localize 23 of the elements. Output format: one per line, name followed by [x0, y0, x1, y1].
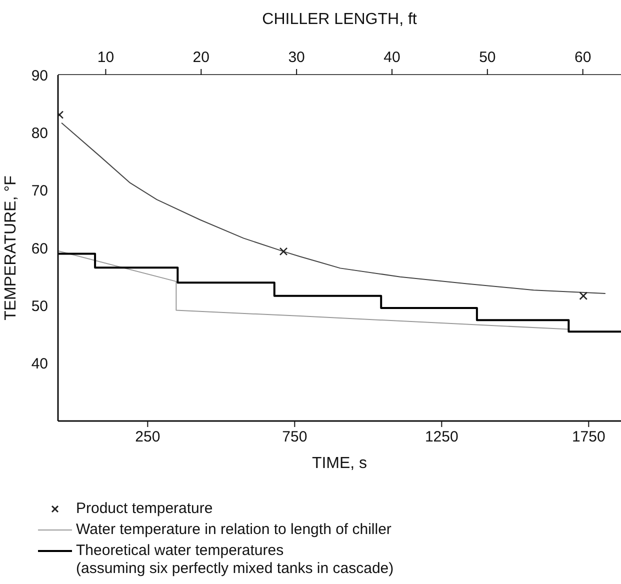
- y-axis-title: TEMPERATURE, °F: [2, 175, 20, 320]
- x-tick-label: 750: [282, 428, 308, 446]
- x2-tick-label: 20: [192, 49, 210, 66]
- x-tick-label: 1250: [424, 428, 458, 446]
- legend-label: Water temperature in relation to length of chiller: [76, 521, 392, 539]
- legend-label: Theoretical water temperatures (assuming six perfectly mixed tanks in cascade): [76, 542, 394, 578]
- x-tick-label: 250: [135, 428, 160, 446]
- y-tick-label: 90: [31, 67, 48, 84]
- x2-tick-label: 10: [97, 49, 114, 66]
- y-tick-label: 40: [31, 356, 48, 373]
- x2-tick-label: 40: [384, 49, 400, 66]
- y-tick-label: 70: [31, 182, 48, 200]
- x2-tick-label: 60: [574, 49, 592, 66]
- x-axis-title: TIME, s: [312, 455, 368, 472]
- legend-label: Product temperature: [76, 500, 213, 518]
- x-tick-label: 1750: [572, 428, 606, 446]
- y-tick-label: 50: [31, 298, 48, 315]
- line-series: [61, 122, 606, 294]
- x2-tick-label: 50: [479, 49, 496, 66]
- y-tick-label: 60: [31, 240, 48, 258]
- x2-axis-title: CHILLER LENGTH, ft: [262, 11, 418, 28]
- x2-tick-label: 30: [288, 49, 305, 66]
- y-tick-label: 80: [31, 124, 48, 142]
